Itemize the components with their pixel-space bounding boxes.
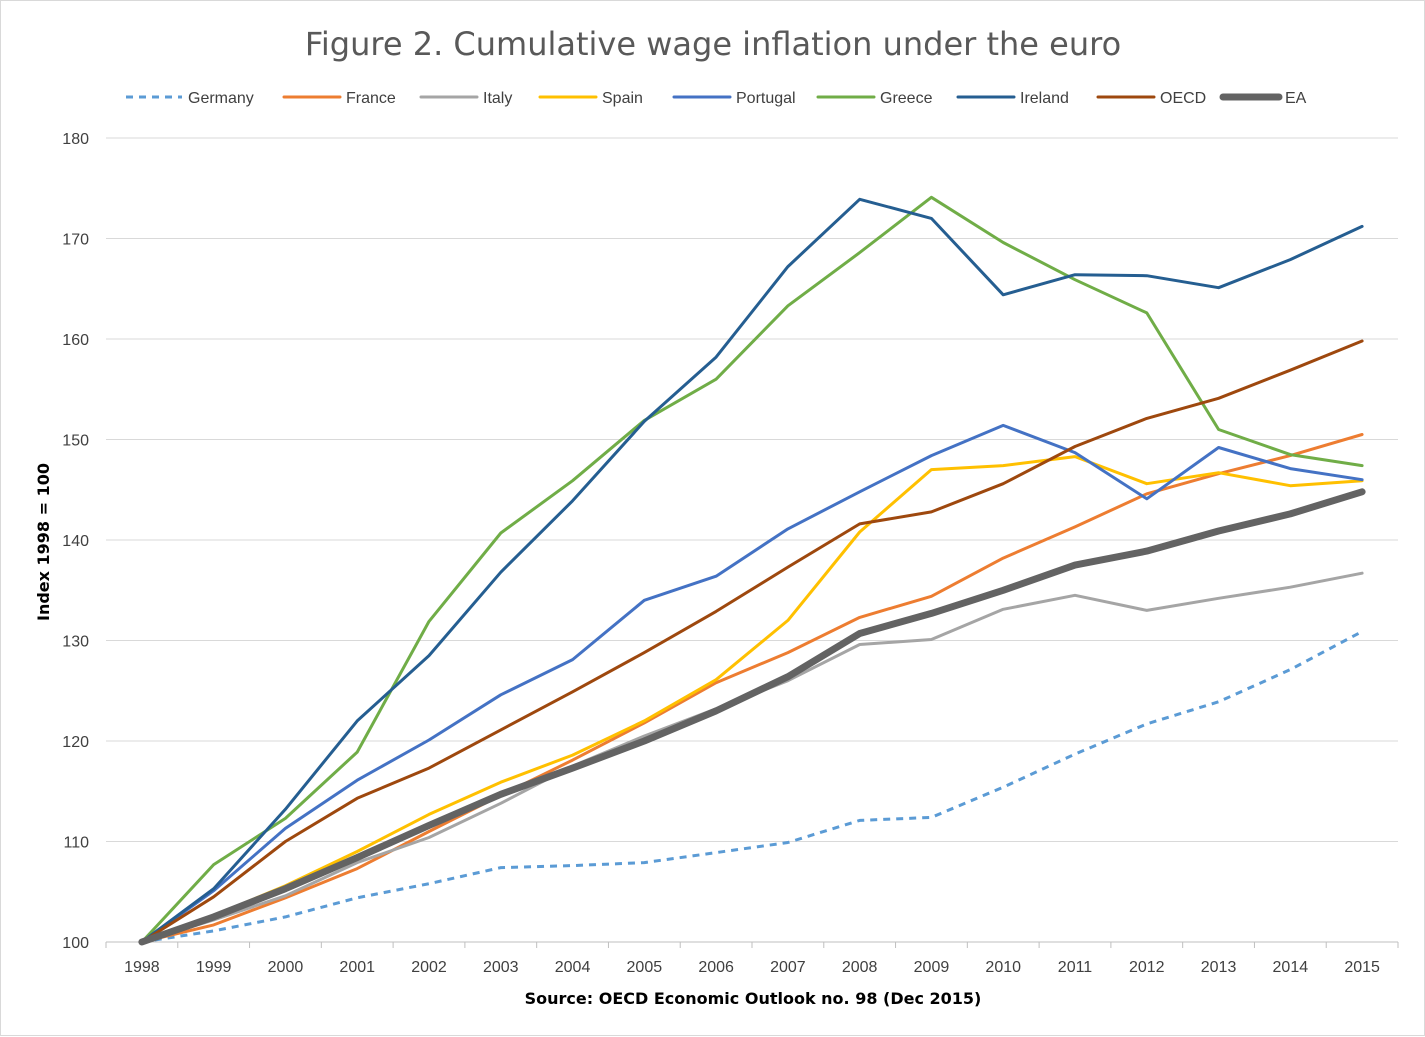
y-tick-label: 170	[62, 232, 89, 249]
legend-label: Ireland	[1020, 90, 1069, 107]
legend-label: OECD	[1160, 90, 1206, 107]
x-tick-label: 2003	[483, 959, 519, 976]
x-tick-label: 2007	[770, 959, 806, 976]
gridlines	[106, 137, 1398, 842]
x-tick-label: 2005	[627, 959, 663, 976]
legend-label: Italy	[483, 90, 512, 107]
series-line-italy	[140, 571, 1364, 944]
x-axis-title: Source: OECD Economic Outlook no. 98 (De…	[525, 989, 982, 1008]
legend-item-oecd: OECD	[1096, 90, 1206, 107]
y-tick-label: 110	[63, 835, 89, 852]
y-tick-label: 150	[62, 433, 89, 450]
series-line-greece	[140, 195, 1364, 944]
legend-item-greece: Greece	[816, 90, 933, 107]
y-tick-label: 100	[62, 935, 89, 952]
y-tick-label: 160	[62, 332, 89, 349]
x-tick-label: 2015	[1344, 959, 1380, 976]
x-tick-label: 2001	[339, 959, 375, 976]
legend-item-ea: EA	[1219, 90, 1307, 107]
legend-label: EA	[1285, 90, 1307, 107]
x-tick-label: 2002	[411, 959, 447, 976]
legend-label: Germany	[188, 90, 254, 107]
x-tick-label: 1999	[196, 959, 232, 976]
legend-label: Portugal	[736, 90, 796, 107]
series-line-portugal	[140, 423, 1364, 944]
legend: Germany France Italy Spain Portugal Greece Ire…	[126, 90, 1307, 107]
series-line-spain	[140, 455, 1364, 944]
legend-label: France	[346, 90, 396, 107]
series-line-ireland	[140, 197, 1364, 944]
legend-item-france: France	[282, 90, 396, 107]
x-tick-label: 2008	[842, 959, 878, 976]
y-axis-title: Index 1998 = 100	[34, 463, 53, 621]
series-line-ea	[138, 488, 1366, 946]
axes: 100 110 120 130 140 150 160 170 180 1998 1999 2000 2…	[62, 131, 1399, 976]
x-tick-label: 2012	[1129, 959, 1165, 976]
x-tick-label: 2000	[268, 959, 304, 976]
legend-item-italy: Italy	[419, 90, 512, 107]
x-tick-label: 2014	[1273, 959, 1309, 976]
chart-title: Figure 2. Cumulative wage inflation unde…	[305, 25, 1121, 63]
x-tick-label: 2006	[698, 959, 734, 976]
x-tick-label: 1998	[124, 959, 160, 976]
plot-area	[138, 195, 1366, 946]
x-tick-label: 2010	[985, 959, 1021, 976]
legend-label: Greece	[880, 90, 933, 107]
x-tick-label: 2009	[914, 959, 950, 976]
legend-item-spain: Spain	[538, 90, 643, 107]
x-tick-label: 2013	[1201, 959, 1237, 976]
series-line-oecd	[140, 339, 1364, 944]
legend-item-germany: Germany	[126, 90, 254, 107]
series-line-germany	[141, 630, 1363, 944]
legend-item-ireland: Ireland	[956, 90, 1069, 107]
legend-label: Spain	[602, 90, 643, 107]
legend-item-portugal: Portugal	[672, 90, 796, 107]
y-tick-label: 140	[62, 533, 89, 550]
y-tick-label: 180	[62, 131, 89, 148]
x-tick-label: 2004	[555, 959, 591, 976]
y-tick-label: 120	[62, 734, 89, 751]
y-tick-label: 130	[62, 634, 89, 651]
x-tick-label: 2011	[1058, 959, 1093, 976]
